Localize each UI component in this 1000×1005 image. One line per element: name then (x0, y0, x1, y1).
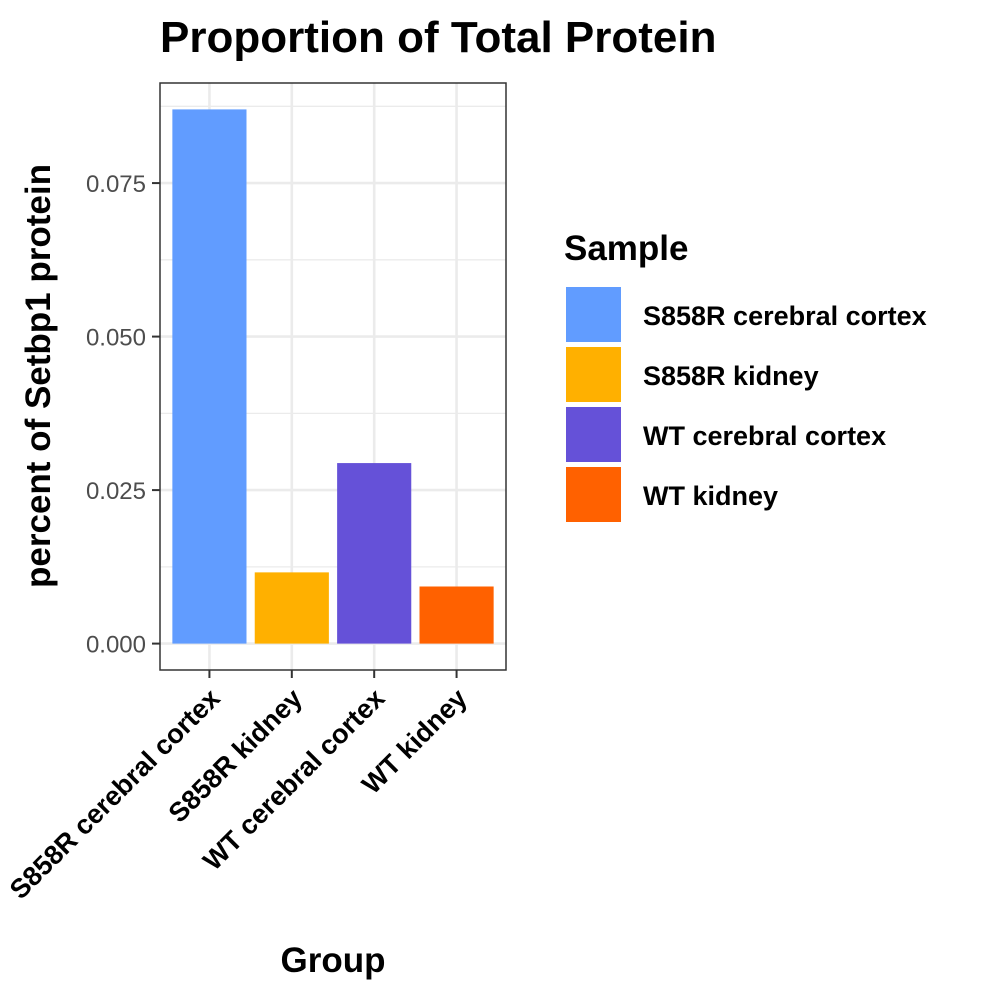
bars (172, 109, 494, 644)
legend-swatch (566, 467, 621, 522)
chart-title: Proportion of Total Protein (160, 13, 716, 62)
legend-swatch (566, 407, 621, 462)
y-tick-label: 0.075 (86, 171, 146, 198)
legend-label: S858R kidney (643, 361, 819, 391)
legend-title: Sample (564, 229, 689, 268)
bar (337, 463, 412, 644)
y-axis-title: percent of Setbp1 protein (19, 164, 58, 588)
y-axis: 0.000 0.025 0.050 0.075 (86, 171, 160, 659)
legend-swatch (566, 287, 621, 342)
legend-label: WT kidney (643, 481, 778, 511)
y-tick-label: 0.050 (86, 325, 146, 352)
legend-swatch (566, 347, 621, 402)
bar (419, 586, 494, 644)
bar (172, 109, 247, 644)
y-tick-label: 0.025 (86, 478, 146, 505)
legend: Sample S858R cerebral cortex S858R kidney… (564, 229, 927, 522)
legend-label: S858R cerebral cortex (643, 301, 927, 331)
x-axis-title: Group (281, 941, 386, 980)
plot-panel-border (159, 82, 507, 671)
bar (254, 572, 329, 644)
legend-label: WT cerebral cortex (643, 421, 886, 451)
y-tick-label: 0.000 (86, 632, 146, 659)
